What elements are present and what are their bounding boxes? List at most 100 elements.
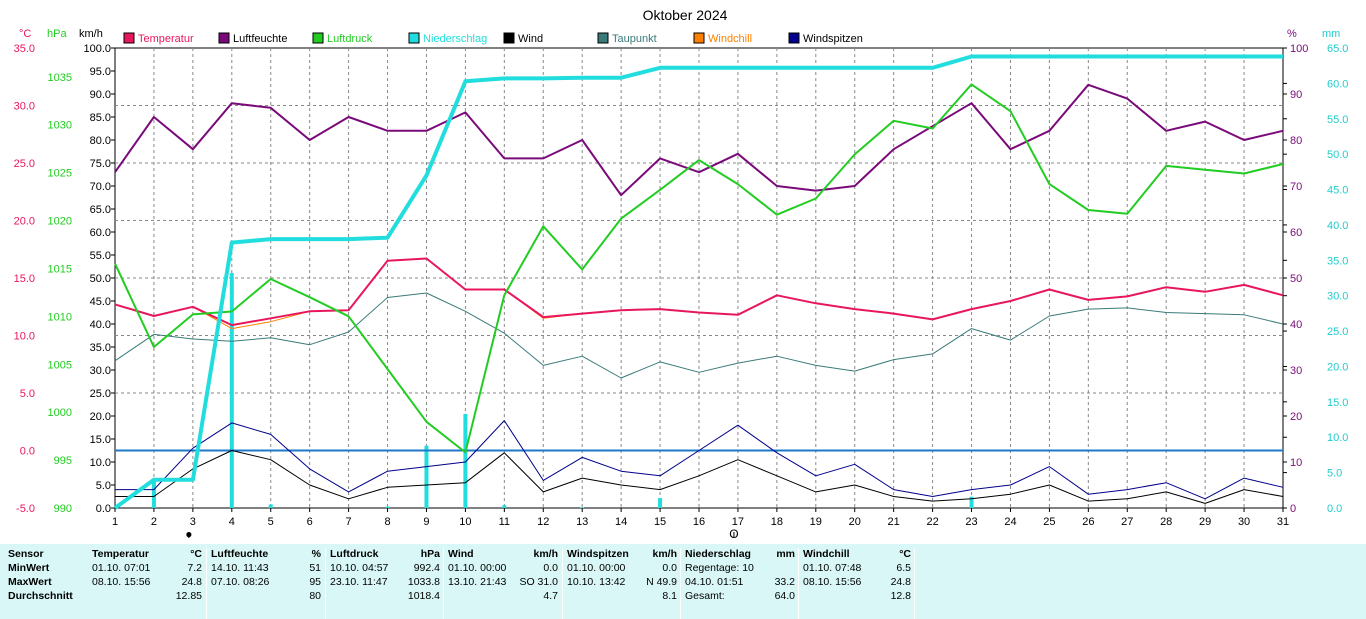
x-tick-label: 9 — [423, 516, 429, 528]
legend-swatch — [503, 32, 515, 44]
stat-date-time: Gesamt: — [685, 590, 725, 602]
temp-tick-label: 10.0 — [14, 331, 35, 343]
rain-bar — [151, 479, 156, 508]
precip-tick-label: 55.0 — [1327, 114, 1348, 126]
x-tick-label: 7 — [346, 516, 352, 528]
stat-date-time: 10.10. 13:42 — [567, 576, 626, 588]
chart-title: Oktober 2024 — [643, 7, 728, 23]
temp-tick-label: 0.0 — [20, 446, 35, 458]
rain-bar — [658, 498, 663, 508]
stat-col-windchill: Windchill °C 01.10. 07:48 6.5 08.10. 15:56 24… — [798, 548, 915, 619]
chart-series — [113, 54, 1284, 510]
legend-swatch — [312, 32, 324, 44]
pressure-tick-label: 995 — [54, 455, 72, 467]
legend-label: Luftfeuchte — [233, 33, 287, 45]
stat-row: 13.10. 21:43 SO 31.0 — [444, 576, 562, 590]
wind-unit-label: km/h — [79, 28, 103, 40]
precip-tick-label: 10.0 — [1327, 432, 1348, 444]
legend-label: Windspitzen — [803, 33, 863, 45]
stat-unit: hPa — [420, 548, 440, 560]
temp-tick-label: -5.0 — [16, 503, 35, 515]
precip-tick-label: 35.0 — [1327, 255, 1348, 267]
stats-panel: Sensor MinWert MaxWert Durchschnitt Temp… — [0, 544, 1366, 619]
x-axis: 1 2 3 4 5 6 7 8 9 10 11 12 13 14 15 16 17 18 19 20 21 22 23 24 2… — [112, 508, 1289, 528]
stat-title: Niederschlag — [685, 548, 751, 560]
wind-tick-label: 100.0 — [83, 43, 111, 55]
x-tick-label: 13 — [576, 516, 588, 528]
humidity-tick-label: 50 — [1290, 273, 1302, 285]
stat-row: 01.10. 07:01 7.2 — [88, 562, 206, 576]
moon-phases: ● O — [185, 527, 738, 541]
precip-tick-label: 15.0 — [1327, 397, 1348, 409]
precip-tick-label: 45.0 — [1327, 185, 1348, 197]
stat-title: Luftfeuchte — [211, 548, 269, 560]
stat-value: 1033.8 — [407, 576, 440, 588]
legend-label: Niederschlag — [423, 33, 487, 45]
rain-bar — [385, 506, 390, 508]
pressure-tick-label: 1030 — [48, 120, 72, 132]
stat-value: 1018.4 — [407, 590, 440, 602]
stat-date-time: 13.10. 21:43 — [448, 576, 507, 588]
axis-unit-labels: °C hPa km/h% mm — [19, 28, 1340, 40]
stat-date-time: 04.10. 01:51 — [685, 576, 744, 588]
x-tick-label: 25 — [1043, 516, 1055, 528]
wind-tick-label: 30.0 — [90, 365, 111, 377]
stat-date-time: 08.10. 15:56 — [92, 576, 151, 588]
stat-row-label: Durchschnitt — [8, 590, 73, 602]
pressure-tick-label: 1025 — [48, 168, 72, 180]
stat-value: 6.5 — [896, 562, 911, 574]
wind-tick-label: 35.0 — [90, 342, 111, 354]
temp-tick-label: 15.0 — [14, 273, 35, 285]
stat-unit: °C — [899, 548, 911, 560]
precip-unit-label: mm — [1322, 28, 1340, 40]
x-tick-label: 11 — [499, 516, 510, 528]
precip-tick-label: 25.0 — [1327, 326, 1348, 338]
stat-row: 04.10. 01:51 33.2 — [681, 576, 799, 590]
stat-row-label: MaxWert — [8, 576, 52, 588]
x-tick-label: 2 — [151, 516, 157, 528]
wind-tick-label: 5.0 — [96, 480, 111, 492]
stat-col-luftfeuchte: Luftfeuchte% 14.10. 11:43 51 07.10. 08:26 95… — [206, 548, 325, 619]
axis-ticks: 35.0 30.0 25.0 20.0 15.0 10.0 5.0 0.0 -5.0 1035 10… — [14, 43, 1349, 515]
x-tick-label: 16 — [693, 516, 705, 528]
stat-date-time: 01.10. 00:00 — [567, 562, 626, 574]
stat-row: 12.8 — [799, 590, 915, 604]
series-line-niederschlag — [113, 54, 1283, 510]
wind-tick-label: 80.0 — [90, 135, 111, 147]
temp-tick-label: 35.0 — [14, 43, 35, 55]
stat-title: Windspitzen — [567, 548, 629, 560]
stat-col-niederschlag: Niederschlag mm Regentage: 10 04.10. 01:51 3… — [680, 548, 799, 619]
x-tick-label: 15 — [654, 516, 666, 528]
temp-tick-label: 30.0 — [14, 101, 35, 113]
daily-rain-bars — [151, 273, 974, 508]
stat-title: Temperatur — [92, 548, 149, 560]
x-tick-label: 30 — [1238, 516, 1250, 528]
stat-row-label: MinWert — [8, 562, 50, 574]
rain-bar — [969, 496, 974, 508]
stat-row: 14.10. 11:43 51 — [207, 562, 325, 576]
stat-date-time: 10.10. 04:57 — [330, 562, 389, 574]
stat-value: 4.7 — [543, 590, 558, 602]
series-line-taupunkt — [114, 292, 1284, 379]
series-line-wind — [115, 450, 1284, 504]
legend-swatch — [597, 32, 609, 44]
series-line-luftdruck — [114, 83, 1284, 454]
stat-value: 992.4 — [413, 562, 440, 574]
legend-swatch — [788, 32, 800, 44]
pressure-tick-label: 1035 — [48, 72, 72, 84]
humidity-tick-label: 100 — [1290, 43, 1308, 55]
stat-date-time: 07.10. 08:26 — [211, 576, 270, 588]
humidity-tick-label: 80 — [1290, 135, 1302, 147]
stat-row: 10.10. 13:42 N 49.9 — [563, 576, 681, 590]
x-tick-label: 3 — [190, 516, 196, 528]
legend-label: Taupunkt — [612, 33, 657, 45]
series-line-luftfeuchte — [114, 83, 1284, 197]
legend-label: Luftdruck — [327, 33, 373, 45]
temp-tick-label: 20.0 — [14, 216, 35, 228]
wind-tick-label: 85.0 — [90, 112, 111, 124]
moon-symbol-new: ● — [185, 527, 192, 541]
wind-tick-label: 60.0 — [90, 227, 111, 239]
series-line-temperatur — [114, 257, 1284, 327]
stat-row: 23.10. 11:47 1033.8 — [326, 576, 444, 590]
precip-tick-label: 30.0 — [1327, 291, 1348, 303]
